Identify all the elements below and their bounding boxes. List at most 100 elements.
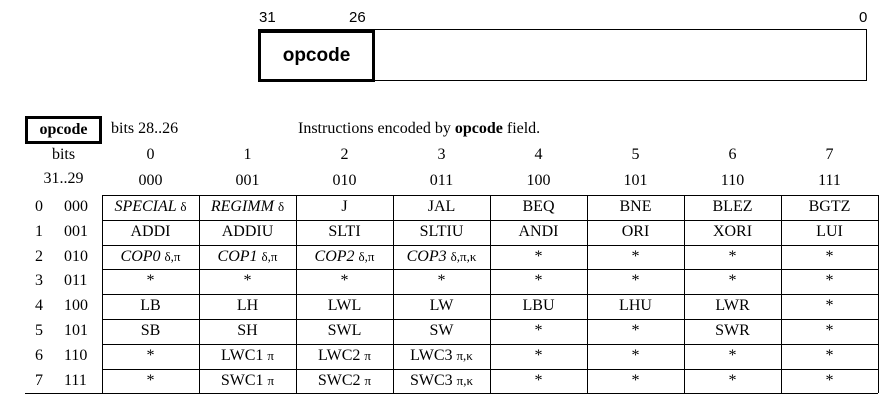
opcode-cell-7-5: *	[587, 372, 684, 390]
opcode-cell-2-2: COP2 δ,π	[296, 248, 393, 266]
opcode-cell-1-5: ORI	[587, 223, 684, 241]
mnemonic-text: *	[631, 372, 640, 389]
opcode-corner-text: opcode	[39, 121, 88, 138]
opcode-cell-5-0: SB	[102, 322, 199, 340]
footnote-symbol: δ,π,κ	[450, 249, 477, 264]
column-number-2: 2	[340, 146, 349, 163]
opcode-cell-0-4: BEQ	[490, 198, 587, 216]
mnemonic-text: LBU	[522, 297, 555, 314]
mnemonic-text: *	[534, 248, 543, 265]
mnemonic-text: *	[825, 248, 834, 265]
opcode-cell-2-5: *	[587, 248, 684, 266]
mnemonic-text: LWL	[327, 297, 362, 314]
opcode-cell-3-0: *	[102, 272, 199, 290]
opcode-cell-4-1: LH	[199, 297, 296, 315]
opcode-cell-5-3: SW	[393, 322, 490, 340]
opcode-cell-5-6: SWR	[684, 322, 781, 340]
mnemonic-text: SWC1	[220, 372, 264, 389]
column-binary-6: 110	[720, 172, 745, 189]
column-number-1: 1	[243, 146, 252, 163]
mnemonic-text: REGIMM	[210, 198, 274, 215]
opcode-corner-label: opcode	[25, 116, 102, 144]
mnemonic-text: LWC1	[221, 347, 264, 364]
mnemonic-text: ADDIU	[221, 223, 274, 240]
opcode-cell-3-3: *	[393, 272, 490, 290]
row-header-range: 31..29	[43, 170, 84, 187]
footnote-symbol: δ	[277, 199, 285, 214]
opcode-cell-4-0: LB	[102, 297, 199, 315]
row-binary-0: 000	[64, 198, 88, 215]
footnote-symbol: δ	[180, 199, 187, 214]
mnemonic-text: BNE	[619, 198, 652, 215]
row-number-6: 6	[35, 347, 43, 364]
opcode-cell-4-3: LW	[393, 297, 490, 315]
mnemonic-text: SWL	[327, 322, 362, 339]
mnemonic-text: LHU	[619, 297, 652, 314]
opcode-cell-1-1: ADDIU	[199, 223, 296, 241]
opcode-cell-4-6: LWR	[684, 297, 781, 315]
row-number-2: 2	[35, 248, 43, 265]
opcode-cell-7-1: SWC1 π	[199, 372, 296, 390]
footnote-symbol: π	[267, 373, 275, 388]
mnemonic-text: *	[146, 272, 155, 289]
opcode-cell-1-6: XORI	[684, 223, 781, 241]
opcode-field-label: opcode	[282, 45, 351, 66]
caption-bold: opcode	[454, 120, 503, 137]
opcode-cell-2-6: *	[684, 248, 781, 266]
column-binary-2: 010	[332, 172, 357, 189]
opcode-cell-2-3: COP3 δ,π,κ	[393, 248, 490, 266]
mnemonic-text: *	[825, 322, 834, 339]
mnemonic-text: SLTIU	[419, 223, 464, 240]
opcode-cell-2-1: COP1 δ,π	[199, 248, 296, 266]
mnemonic-text: *	[534, 322, 543, 339]
opcode-cell-6-7: *	[781, 347, 878, 365]
opcode-cell-7-4: *	[490, 372, 587, 390]
opcode-cell-0-7: BGTZ	[781, 198, 878, 216]
row-number-3: 3	[35, 272, 43, 289]
opcode-cell-2-4: *	[490, 248, 587, 266]
opcode-cell-7-2: SWC2 π	[296, 372, 393, 390]
grid-hline	[25, 393, 878, 394]
column-bits-range: bits 28..26	[111, 120, 179, 137]
mnemonic-text: *	[631, 248, 640, 265]
row-binary-2: 010	[64, 248, 88, 265]
column-number-3: 3	[437, 146, 446, 163]
mnemonic-text: *	[340, 272, 349, 289]
opcode-cell-6-0: *	[102, 347, 199, 365]
column-number-0: 0	[146, 146, 155, 163]
row-binary-5: 101	[64, 322, 88, 339]
opcode-cell-2-0: COP0 δ,π	[102, 248, 199, 266]
caption-suffix: field.	[502, 120, 541, 137]
row-number-4: 4	[35, 297, 43, 314]
grid-vline	[878, 195, 879, 393]
opcode-cell-7-7: *	[781, 372, 878, 390]
opcode-cell-6-3: LWC3 π,κ	[393, 347, 490, 365]
mnemonic-text: COP3	[406, 248, 447, 265]
column-number-4: 4	[534, 146, 543, 163]
grid-vline	[393, 195, 394, 393]
opcode-cell-5-5: *	[587, 322, 684, 340]
opcode-cell-3-1: *	[199, 272, 296, 290]
mnemonic-text: ADDI	[130, 223, 171, 240]
mnemonic-text: LWC2	[318, 347, 361, 364]
mnemonic-text: LB	[140, 297, 161, 314]
opcode-cell-0-6: BLEZ	[684, 198, 781, 216]
column-binary-5: 101	[623, 172, 648, 189]
mnemonic-text: *	[146, 372, 155, 389]
bit-number-31: 31	[259, 9, 276, 26]
mnemonic-text: COP2	[314, 248, 355, 265]
opcode-cell-6-1: LWC1 π	[199, 347, 296, 365]
footnote-symbol: π,κ	[456, 373, 474, 388]
caption-prefix: Instructions encoded by	[298, 120, 455, 137]
mnemonic-text: *	[631, 322, 640, 339]
opcode-cell-6-5: *	[587, 347, 684, 365]
opcode-cell-4-5: LHU	[587, 297, 684, 315]
grid-vline	[684, 195, 685, 393]
column-binary-0: 000	[138, 172, 163, 189]
opcode-cell-0-5: BNE	[587, 198, 684, 216]
row-binary-7: 111	[64, 372, 87, 389]
column-binary-7: 111	[818, 172, 841, 189]
mnemonic-text: JAL	[427, 198, 456, 215]
mnemonic-text: *	[825, 297, 834, 314]
opcode-cell-1-7: LUI	[781, 223, 878, 241]
